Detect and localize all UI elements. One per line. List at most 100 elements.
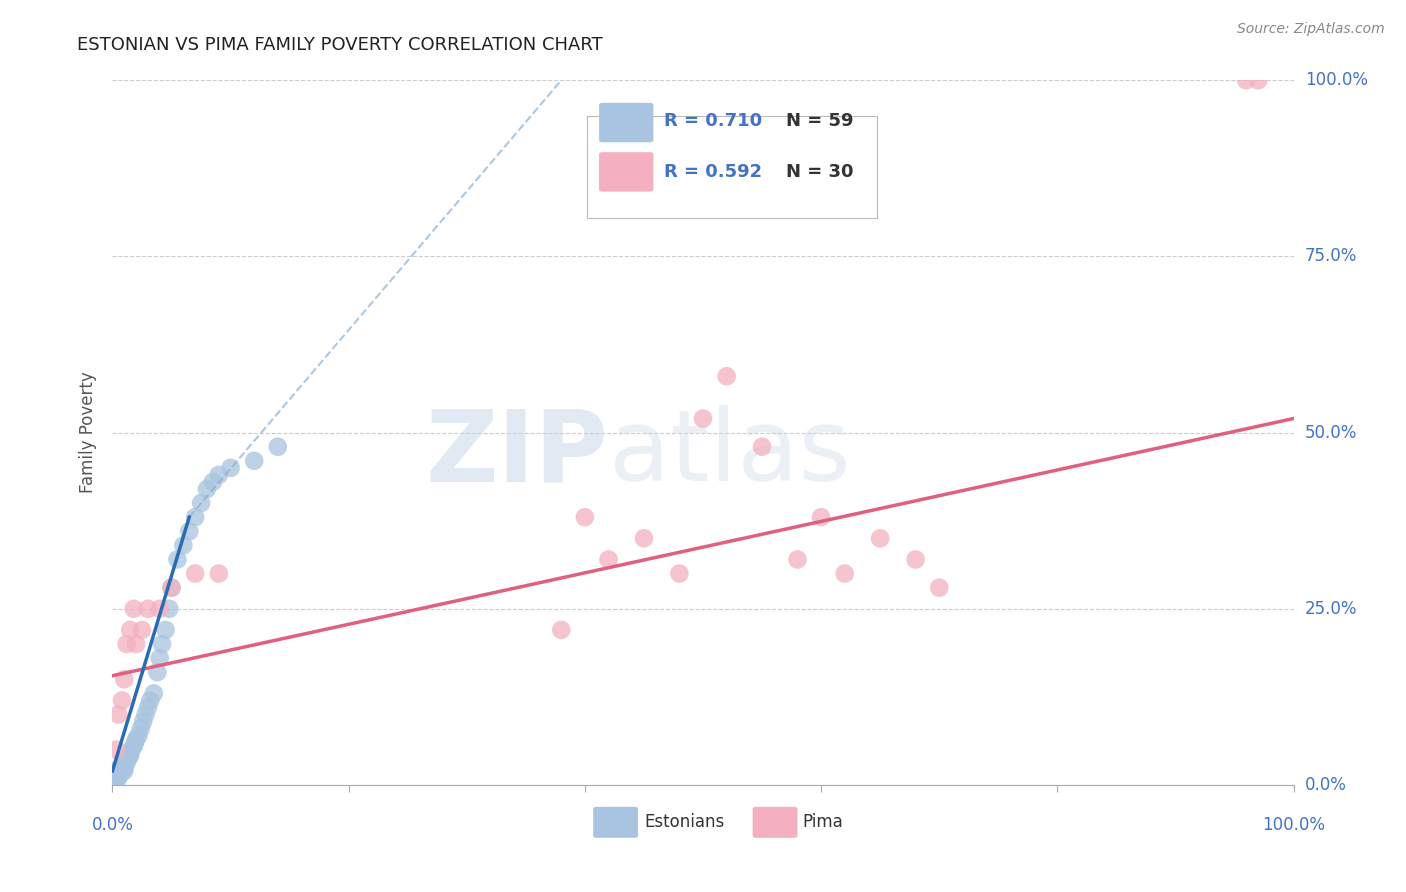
- Point: [105, 771, 128, 785]
- Point: [124, 736, 146, 750]
- Point: [107, 767, 129, 781]
- Point: [112, 764, 135, 778]
- Point: [633, 532, 655, 546]
- Point: [110, 760, 132, 774]
- Point: [267, 440, 290, 454]
- Point: [201, 475, 224, 489]
- Point: [108, 764, 131, 778]
- Point: [131, 623, 153, 637]
- Point: [122, 739, 145, 754]
- Point: [120, 623, 142, 637]
- Point: [869, 532, 891, 546]
- Point: [810, 510, 832, 524]
- Point: [111, 764, 134, 778]
- Point: [184, 510, 207, 524]
- Point: [208, 467, 231, 482]
- Point: [155, 623, 177, 637]
- Point: [112, 756, 135, 771]
- Point: [105, 770, 128, 784]
- FancyBboxPatch shape: [588, 115, 876, 218]
- Text: Pima: Pima: [803, 814, 844, 831]
- Point: [105, 772, 128, 787]
- Point: [108, 767, 131, 781]
- Point: [184, 566, 207, 581]
- Point: [112, 756, 135, 770]
- Point: [112, 763, 135, 777]
- Point: [149, 601, 172, 615]
- Point: [105, 765, 128, 780]
- Point: [160, 581, 183, 595]
- Point: [125, 732, 148, 747]
- Point: [136, 700, 159, 714]
- Point: [103, 770, 125, 784]
- Text: 75.0%: 75.0%: [1305, 247, 1357, 266]
- Text: Source: ZipAtlas.com: Source: ZipAtlas.com: [1237, 22, 1385, 37]
- Point: [122, 601, 145, 615]
- Text: 100.0%: 100.0%: [1305, 71, 1368, 89]
- Point: [692, 411, 714, 425]
- Point: [111, 693, 134, 707]
- Text: 50.0%: 50.0%: [1305, 424, 1357, 442]
- Point: [105, 742, 128, 756]
- FancyBboxPatch shape: [593, 806, 638, 838]
- Point: [146, 665, 169, 680]
- Point: [103, 774, 125, 789]
- Point: [120, 748, 142, 763]
- Point: [190, 496, 212, 510]
- Y-axis label: Family Poverty: Family Poverty: [79, 372, 97, 493]
- FancyBboxPatch shape: [599, 153, 654, 192]
- Point: [105, 767, 128, 781]
- Text: 0.0%: 0.0%: [1305, 776, 1347, 794]
- FancyBboxPatch shape: [752, 806, 797, 838]
- Point: [107, 763, 129, 777]
- Point: [574, 510, 596, 524]
- Point: [716, 369, 738, 384]
- Point: [834, 566, 856, 581]
- Text: ZIP: ZIP: [426, 405, 609, 502]
- Point: [135, 707, 157, 722]
- Point: [110, 765, 132, 780]
- Point: [1247, 73, 1270, 87]
- Text: R = 0.592: R = 0.592: [664, 163, 762, 181]
- Point: [103, 772, 125, 787]
- Point: [160, 581, 183, 595]
- Point: [118, 749, 141, 764]
- Text: ESTONIAN VS PIMA FAMILY POVERTY CORRELATION CHART: ESTONIAN VS PIMA FAMILY POVERTY CORRELAT…: [77, 36, 603, 54]
- Point: [129, 722, 152, 736]
- Point: [179, 524, 201, 539]
- Point: [243, 454, 266, 468]
- Point: [149, 651, 172, 665]
- Point: [132, 714, 155, 729]
- Point: [105, 764, 128, 778]
- Point: [120, 742, 142, 756]
- Point: [150, 637, 173, 651]
- Point: [127, 729, 149, 743]
- Point: [598, 552, 620, 566]
- Point: [125, 637, 148, 651]
- Point: [112, 673, 135, 687]
- Point: [195, 482, 218, 496]
- Point: [142, 686, 165, 700]
- Point: [107, 771, 129, 785]
- Text: 0.0%: 0.0%: [91, 815, 134, 833]
- Text: N = 59: N = 59: [786, 112, 853, 130]
- Point: [104, 774, 127, 789]
- Point: [166, 552, 188, 566]
- Point: [751, 440, 773, 454]
- Point: [550, 623, 572, 637]
- Point: [117, 751, 139, 765]
- Point: [107, 707, 129, 722]
- Text: atlas: atlas: [609, 405, 851, 502]
- Point: [115, 756, 138, 770]
- Point: [104, 771, 127, 785]
- Point: [136, 601, 159, 615]
- Point: [1234, 73, 1257, 87]
- Point: [904, 552, 927, 566]
- Point: [928, 581, 950, 595]
- Point: [208, 566, 231, 581]
- Text: 25.0%: 25.0%: [1305, 599, 1357, 618]
- Text: 100.0%: 100.0%: [1263, 815, 1324, 833]
- Point: [786, 552, 808, 566]
- Point: [172, 538, 194, 552]
- Point: [115, 637, 138, 651]
